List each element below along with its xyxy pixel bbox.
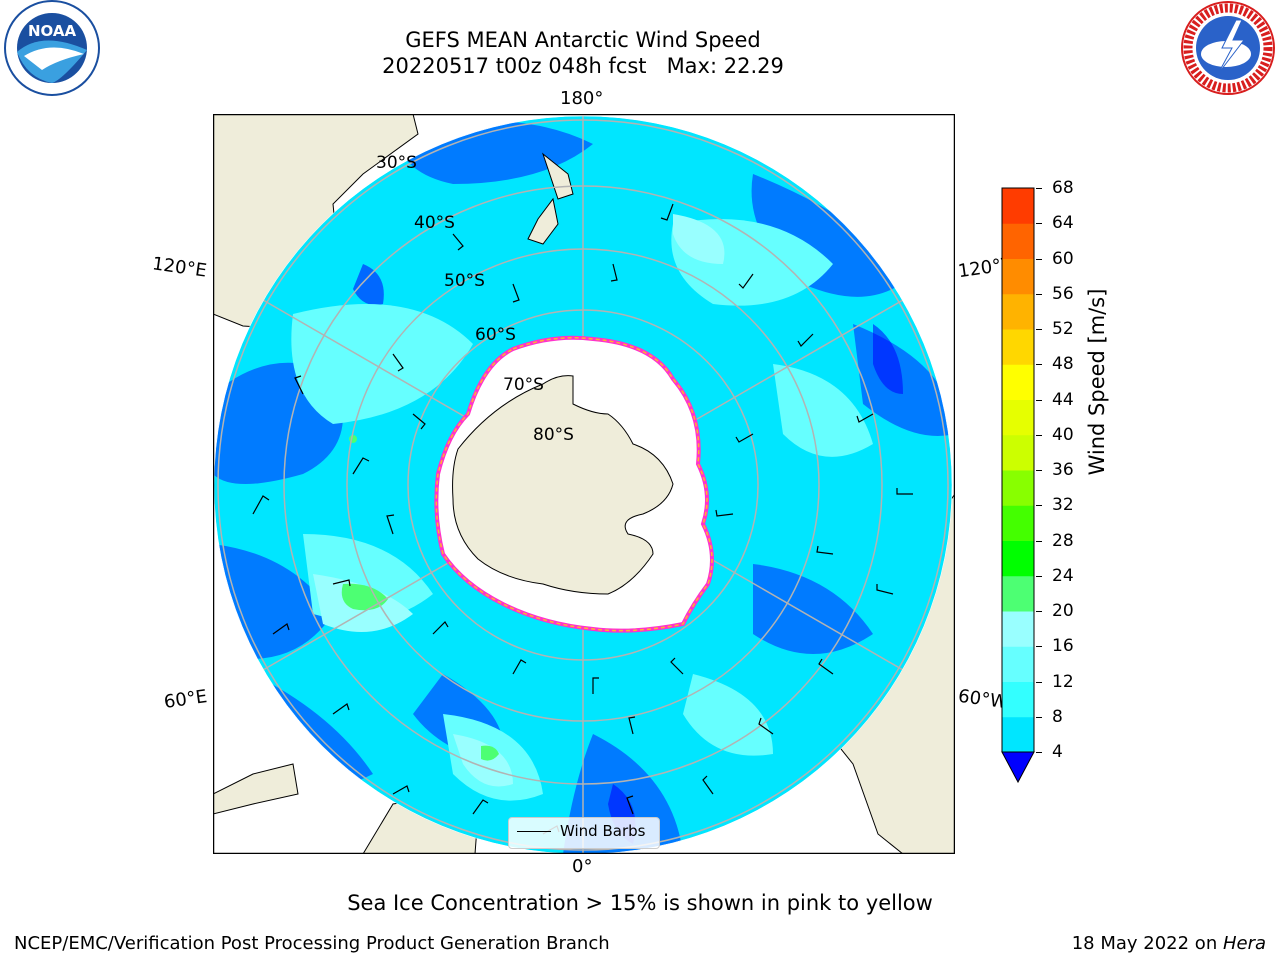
lon-label-0: 0° — [572, 856, 593, 877]
colorbar-tick-label: 64 — [1052, 213, 1074, 234]
colorbar-segment — [1002, 223, 1034, 259]
colorbar-tick — [1036, 646, 1042, 648]
colorbar-segment — [1002, 646, 1034, 682]
colorbar-tick — [1036, 716, 1042, 718]
colorbar-tick-label: 8 — [1052, 706, 1063, 727]
svg-text:NOAA: NOAA — [28, 22, 77, 40]
noaa-logo: NOAA — [2, 0, 102, 100]
colorbar-segment — [1002, 470, 1034, 506]
lon-label-180: 180° — [560, 88, 604, 109]
colorbar-tick — [1036, 470, 1042, 471]
antarctica-land — [452, 375, 674, 595]
colorbar-segment — [1002, 575, 1034, 612]
colorbar-tick-label: 40 — [1052, 424, 1074, 445]
colorbar-segment — [1002, 399, 1034, 436]
colorbar-segment — [1002, 681, 1034, 718]
colorbar-tick-label: 28 — [1052, 530, 1074, 551]
colorbar-tick-label: 68 — [1052, 178, 1074, 198]
colorbar-tick — [1036, 399, 1042, 401]
lat-label-60s: 60°S — [475, 325, 516, 345]
colorbar-tick — [1036, 258, 1042, 260]
colorbar-label: Wind Speed [m/s] — [1085, 288, 1109, 476]
new-zealand-land — [527, 152, 574, 245]
nws-logo — [1178, 0, 1278, 100]
colorbar-tick — [1036, 505, 1042, 507]
lat-label-50s: 50°S — [444, 271, 485, 291]
colorbar-segment — [1002, 364, 1034, 400]
chart-title: GEFS MEAN Antarctic Wind Speed — [405, 28, 761, 52]
colorbar-tick-label: 60 — [1052, 248, 1074, 269]
lat-label-30s: 30°S — [376, 153, 417, 173]
colorbar-tick — [1036, 611, 1042, 612]
colorbar — [1001, 187, 1035, 784]
colorbar-tick — [1036, 752, 1042, 753]
colorbar-segment — [1002, 505, 1034, 541]
colorbar-tick — [1036, 329, 1042, 330]
credit-date: 18 May 2022 on — [1071, 933, 1223, 954]
colorbar-tick — [1036, 681, 1042, 683]
lon-label-120e: 120°E — [150, 253, 208, 282]
colorbar-segment — [1002, 293, 1034, 330]
legend-label: Wind Barbs — [560, 822, 646, 840]
colorbar-tick — [1036, 575, 1042, 577]
colorbar-tick — [1036, 293, 1042, 295]
madagascar-land — [213, 763, 299, 815]
colorbar-tick — [1036, 188, 1042, 189]
colorbar-tick-label: 56 — [1052, 283, 1074, 304]
lon-label-60e: 60°E — [162, 686, 209, 713]
colorbar-tick — [1036, 223, 1042, 225]
sea-ice-caption: Sea Ice Concentration > 15% is shown in … — [347, 891, 933, 915]
credit-host: Hera — [1222, 933, 1266, 954]
colorbar-tick-label: 48 — [1052, 354, 1074, 375]
colorbar-segment — [1002, 434, 1034, 471]
colorbar-tick-label: 52 — [1052, 319, 1074, 339]
lat-label-40s: 40°S — [414, 213, 455, 233]
legend — [508, 817, 660, 849]
polar-map — [213, 114, 955, 854]
credit-right: 18 May 2022 on Hera — [1072, 933, 1266, 954]
colorbar-segment — [1002, 329, 1034, 365]
colorbar-tick-label: 4 — [1052, 742, 1063, 762]
colorbar-tick — [1036, 364, 1042, 366]
colorbar-tick-label: 20 — [1052, 601, 1074, 621]
colorbar-tick-label: 24 — [1052, 565, 1074, 586]
colorbar-tick-label: 16 — [1052, 636, 1074, 657]
lat-label-80s: 80°S — [533, 425, 574, 445]
colorbar-tick-label: 12 — [1052, 671, 1074, 692]
colorbar-tick-label: 44 — [1052, 389, 1074, 410]
colorbar-segment — [1002, 540, 1034, 577]
credit-left: NCEP/EMC/Verification Post Processing Pr… — [14, 933, 610, 954]
lat-label-70s: 70°S — [503, 375, 544, 395]
colorbar-segment — [1002, 258, 1034, 295]
colorbar-segment — [1002, 611, 1034, 647]
colorbar-segment — [1002, 188, 1034, 224]
colorbar-tick — [1036, 540, 1042, 542]
colorbar-tick-label: 32 — [1052, 495, 1074, 516]
colorbar-tick — [1036, 434, 1042, 436]
colorbar-segment — [1002, 716, 1034, 753]
legend-wind-barb-swatch — [517, 831, 551, 832]
colorbar-tick-label: 36 — [1052, 460, 1074, 480]
chart-subtitle: 20220517 t00z 048h fcst Max: 22.29 — [382, 54, 784, 78]
